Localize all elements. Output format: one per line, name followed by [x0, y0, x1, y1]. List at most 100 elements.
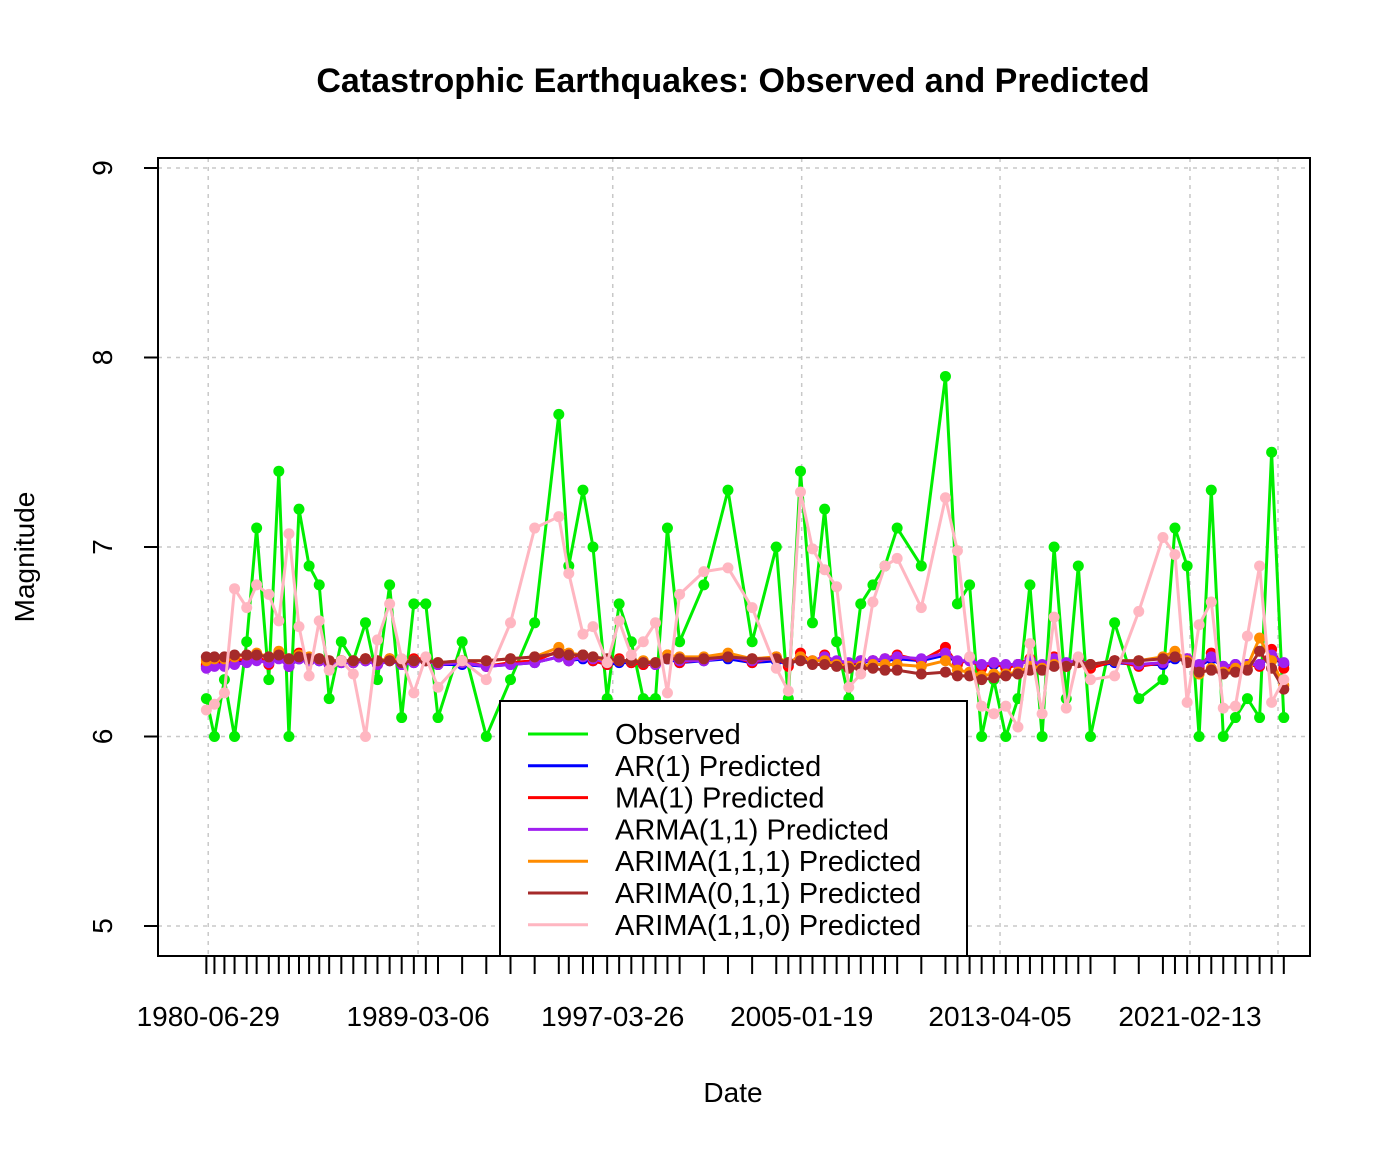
data-point	[1205, 484, 1217, 496]
data-point	[283, 653, 295, 665]
data-point	[229, 649, 241, 661]
data-point	[208, 651, 220, 663]
data-point	[1157, 532, 1169, 544]
data-point	[1241, 630, 1253, 642]
data-point	[1133, 655, 1145, 667]
legend-label: MA(1) Predicted	[615, 783, 825, 815]
data-point	[1181, 560, 1193, 572]
y-axis-label: Magnitude	[9, 492, 40, 623]
data-point	[1157, 653, 1169, 665]
data-point	[384, 598, 396, 610]
data-point	[587, 541, 599, 553]
data-point	[613, 655, 625, 667]
data-point	[1109, 655, 1121, 667]
y-tick-label: 5	[87, 918, 118, 934]
data-point	[456, 636, 468, 648]
y-tick-label: 9	[87, 160, 118, 176]
data-point	[964, 579, 976, 591]
data-point	[283, 660, 295, 672]
data-point	[746, 636, 758, 648]
y-axis: 5 6 7 8 9	[87, 160, 158, 934]
data-point	[819, 503, 831, 515]
data-point	[722, 562, 734, 574]
data-point	[1012, 658, 1024, 670]
data-point	[200, 651, 212, 663]
data-point	[1193, 666, 1205, 678]
data-point	[951, 655, 963, 667]
legend-label: ARIMA(0,1,1) Predicted	[615, 878, 921, 910]
data-point	[1048, 611, 1060, 623]
data-point	[637, 636, 649, 648]
data-point	[1193, 658, 1205, 670]
data-point	[505, 653, 517, 665]
data-point	[229, 658, 241, 670]
data-point	[396, 653, 408, 665]
data-point	[1181, 696, 1193, 708]
data-point	[303, 560, 315, 572]
data-point	[674, 653, 686, 665]
data-point	[293, 503, 305, 515]
data-point	[613, 598, 625, 610]
data-point	[1024, 579, 1036, 591]
data-point	[200, 704, 212, 716]
data-point	[420, 598, 432, 610]
data-point	[1012, 668, 1024, 680]
data-point	[480, 655, 492, 667]
data-point	[988, 657, 1000, 669]
data-point	[1000, 731, 1012, 742]
data-point	[432, 657, 444, 669]
legend-label: ARIMA(1,1,0) Predicted	[615, 910, 921, 942]
data-point	[1000, 658, 1012, 670]
data-point	[976, 731, 988, 742]
data-point	[229, 731, 241, 742]
data-point	[229, 583, 241, 595]
data-point	[601, 657, 613, 669]
data-point	[770, 541, 782, 553]
data-point	[1000, 670, 1012, 682]
data-point	[746, 602, 758, 614]
data-point	[794, 655, 806, 667]
data-point	[891, 552, 903, 564]
data-point	[988, 672, 1000, 684]
data-point	[867, 662, 879, 674]
data-point	[915, 560, 927, 572]
data-point	[891, 651, 903, 663]
data-point	[587, 621, 599, 633]
data-point	[529, 617, 541, 629]
data-point	[347, 668, 359, 680]
data-point	[218, 687, 230, 699]
chart-title: Catastrophic Earthquakes: Observed and P…	[316, 62, 1149, 100]
data-point	[1229, 700, 1241, 712]
y-tick-label: 6	[87, 729, 118, 745]
data-point	[1133, 605, 1145, 617]
data-point	[208, 660, 220, 672]
data-point	[480, 731, 492, 742]
series-5	[200, 645, 1290, 695]
series-line	[205, 490, 1286, 738]
data-point	[1229, 666, 1241, 678]
data-point	[313, 579, 325, 591]
data-point	[553, 647, 565, 659]
data-point	[625, 649, 637, 661]
y-tick-label: 7	[87, 539, 118, 555]
legend-label: Observed	[615, 719, 741, 751]
data-point	[661, 522, 673, 534]
data-point	[879, 560, 891, 572]
data-point	[420, 651, 432, 663]
data-point	[384, 655, 396, 667]
data-point	[359, 617, 371, 629]
data-point	[505, 674, 517, 686]
data-point	[698, 653, 710, 665]
data-point	[1278, 712, 1290, 724]
data-point	[577, 484, 589, 496]
data-point	[806, 617, 818, 629]
data-point	[1241, 664, 1253, 676]
y-tick-label: 8	[87, 350, 118, 366]
data-point	[313, 653, 325, 665]
data-point	[976, 674, 988, 686]
data-point	[263, 651, 275, 663]
x-tick-label: 2005-01-19	[730, 1001, 873, 1032]
data-point	[208, 698, 220, 710]
data-point	[891, 522, 903, 534]
